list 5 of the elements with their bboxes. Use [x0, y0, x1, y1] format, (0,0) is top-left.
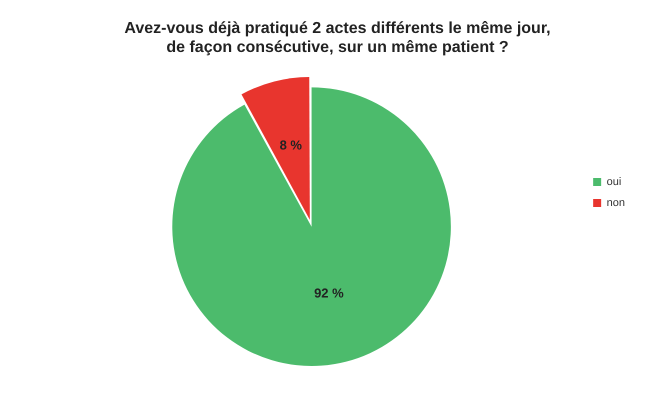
data-label: 92 % — [314, 286, 344, 301]
chart-title: Avez-vous déjà pratiqué 2 actes différents le même jour, de façon consécutive, sur un même patient ? — [124, 20, 551, 56]
legend-label: non — [606, 197, 626, 210]
legend-label: oui — [606, 176, 622, 188]
data-label: 8 % — [280, 137, 302, 152]
